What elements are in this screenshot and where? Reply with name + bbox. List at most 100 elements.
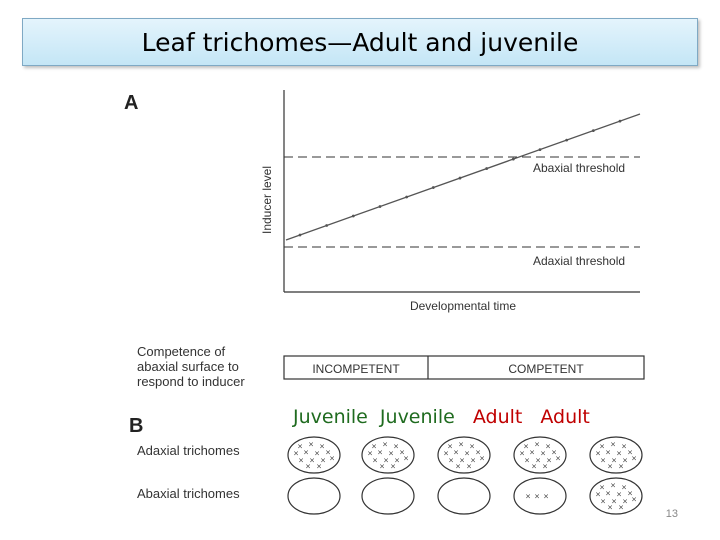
trichome-mark: ×	[599, 443, 605, 451]
inducer-marker	[565, 138, 569, 142]
trichome-mark: ×	[607, 504, 613, 512]
leaf-diagrams: × × ×× × × ×× × × ×× ×× × ×× × × ×× × × ×× ×× × ×× × × ×× × × ×× ××…	[287, 436, 643, 515]
trichome-mark: ×	[470, 457, 476, 465]
inducer-marker	[325, 224, 329, 227]
trichome-mark: ×	[479, 455, 485, 463]
trichome-mark: ×	[399, 449, 405, 457]
trichome-mark: ×	[371, 443, 377, 451]
inducer-level-line	[285, 113, 641, 241]
y-axis-label: Inducer level	[260, 166, 274, 234]
inducer-marker	[458, 176, 462, 180]
trichome-mark: ×	[531, 463, 537, 471]
trichome-mark: ×	[622, 498, 628, 506]
trichome-mark: ×	[546, 457, 552, 465]
trichome-mark: ×	[367, 450, 373, 458]
abaxial-leaf-3	[437, 477, 491, 515]
competence-bar	[283, 355, 645, 380]
trichome-mark: ×	[545, 443, 551, 451]
trichome-mark: ×	[631, 496, 637, 504]
title-bar: Leaf trichomes—Adult and juvenile	[22, 18, 698, 66]
trichome-mark: ×	[605, 490, 611, 498]
trichome-mark: ×	[403, 455, 409, 463]
trichome-mark: ×	[551, 449, 557, 457]
trichome-mark: ×	[621, 443, 627, 451]
abaxial-row-label: Abaxial trichomes	[137, 486, 240, 501]
trichome-mark: ×	[469, 443, 475, 451]
trichome-mark: ×	[453, 449, 459, 457]
trichome-mark: ×	[631, 455, 637, 463]
phase-label-juvenile-2: Juvenile	[379, 406, 455, 428]
trichome-mark: ×	[443, 450, 449, 458]
panel-a-label: A	[124, 92, 138, 114]
trichome-mark: ×	[447, 443, 453, 451]
inducer-marker	[351, 214, 355, 218]
trichome-mark: ×	[611, 498, 617, 506]
trichome-mark: ×	[616, 450, 622, 458]
trichome-mark: ×	[379, 463, 385, 471]
trichome-mark: ×	[616, 491, 622, 499]
x-axis-label: Developmental time	[410, 299, 516, 313]
abaxial-leaf-4	[513, 477, 567, 515]
trichome-mark: ×	[455, 463, 461, 471]
trichome-mark: ×	[293, 450, 299, 458]
trichome-mark: ×	[464, 450, 470, 458]
trichome-mark: ×	[610, 441, 616, 449]
trichome-mark: ×	[316, 463, 322, 471]
incompetent-label: INCOMPETENT	[312, 362, 400, 376]
trichome-mark: ×	[319, 443, 325, 451]
trichome-mark: ×	[320, 457, 326, 465]
trichome-mark: ×	[448, 457, 454, 465]
trichome-mark: ×	[377, 449, 383, 457]
competent-label: COMPETENT	[508, 362, 584, 376]
trichome-mark: ×	[534, 493, 540, 501]
trichome-mark: ×	[303, 449, 309, 457]
trichome-mark: ×	[372, 457, 378, 465]
trichome-mark: ×	[600, 498, 606, 506]
trichome-mark: ×	[595, 491, 601, 499]
abaxial-leaf-2	[361, 477, 415, 515]
trichome-mark: ×	[308, 441, 314, 449]
adaxial-threshold-label: Adaxial threshold	[533, 254, 625, 268]
trichome-mark: ×	[600, 457, 606, 465]
adaxial-leaf-5	[589, 436, 643, 474]
adaxial-leaf-1	[287, 436, 341, 474]
trichome-mark: ×	[523, 443, 529, 451]
phase-label-adult-1: Adult	[473, 406, 523, 428]
trichome-mark: ×	[519, 450, 525, 458]
trichome-mark: ×	[599, 484, 605, 492]
inducer-marker	[485, 167, 489, 170]
trichome-mark: ×	[458, 441, 464, 449]
trichome-mark: ×	[627, 449, 633, 457]
trichome-mark: ×	[382, 441, 388, 449]
adaxial-leaf-2	[361, 436, 415, 474]
competence-label: Competence of abaxial surface to respond…	[137, 344, 245, 389]
trichome-mark: ×	[611, 457, 617, 465]
trichome-mark: ×	[622, 457, 628, 465]
trichome-mark: ×	[542, 463, 548, 471]
trichome-mark: ×	[535, 457, 541, 465]
competence-label-line-1: Competence of	[137, 344, 226, 359]
trichome-mark: ×	[388, 450, 394, 458]
inducer-marker	[591, 129, 595, 133]
trichome-mark: ×	[390, 463, 396, 471]
trichome-mark: ×	[297, 443, 303, 451]
trichome-mark: ×	[475, 449, 481, 457]
abaxial-threshold-label: Abaxial threshold	[533, 161, 625, 175]
phase-label-juvenile-1: Juvenile	[292, 406, 368, 428]
inducer-marker	[405, 195, 409, 199]
trichome-mark: ×	[529, 449, 535, 457]
inducer-marker	[431, 186, 435, 189]
adaxial-row-label: Adaxial trichomes	[137, 443, 240, 458]
trichome-mark: ×	[298, 457, 304, 465]
inducer-marker	[511, 157, 515, 161]
slide-title: Leaf trichomes—Adult and juvenile	[141, 27, 579, 57]
trichome-mark: ×	[607, 463, 613, 471]
trichome-mark: ×	[618, 504, 624, 512]
adaxial-leaf-4	[513, 436, 567, 474]
slide-number: 13	[665, 508, 678, 520]
trichome-mark: ×	[540, 450, 546, 458]
competence-label-line-3: respond to inducer	[137, 374, 245, 389]
inducer-markers	[298, 119, 622, 237]
trichome-mark: ×	[383, 457, 389, 465]
